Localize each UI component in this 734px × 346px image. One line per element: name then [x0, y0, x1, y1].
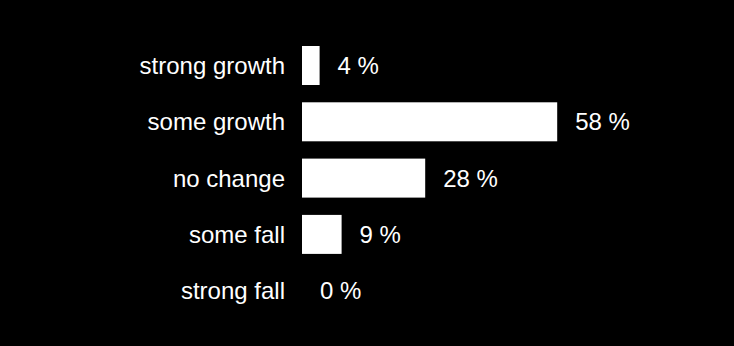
labels: strong growth 4 % some growth 58 % no change…	[140, 52, 630, 304]
data-label: 9 %	[360, 221, 401, 248]
data-label: 28 %	[443, 165, 498, 192]
chart-container: strong growth 4 % some growth 58 % no change…	[0, 0, 734, 346]
category-label: no change	[173, 165, 285, 192]
bar	[302, 159, 425, 198]
background	[0, 0, 734, 346]
bar	[302, 102, 557, 141]
chart-svg: strong growth 4 % some growth 58 % no change…	[0, 0, 734, 346]
category-label: some fall	[189, 221, 285, 248]
data-label: 58 %	[575, 108, 630, 135]
category-label: strong growth	[140, 52, 285, 79]
bar	[302, 271, 303, 310]
category-label: strong fall	[181, 277, 285, 304]
bars	[302, 46, 557, 254]
category-label: some growth	[148, 108, 285, 135]
data-label: 4 %	[338, 52, 379, 79]
bar	[302, 215, 342, 254]
data-label: 0 %	[320, 277, 361, 304]
bar	[302, 46, 320, 85]
